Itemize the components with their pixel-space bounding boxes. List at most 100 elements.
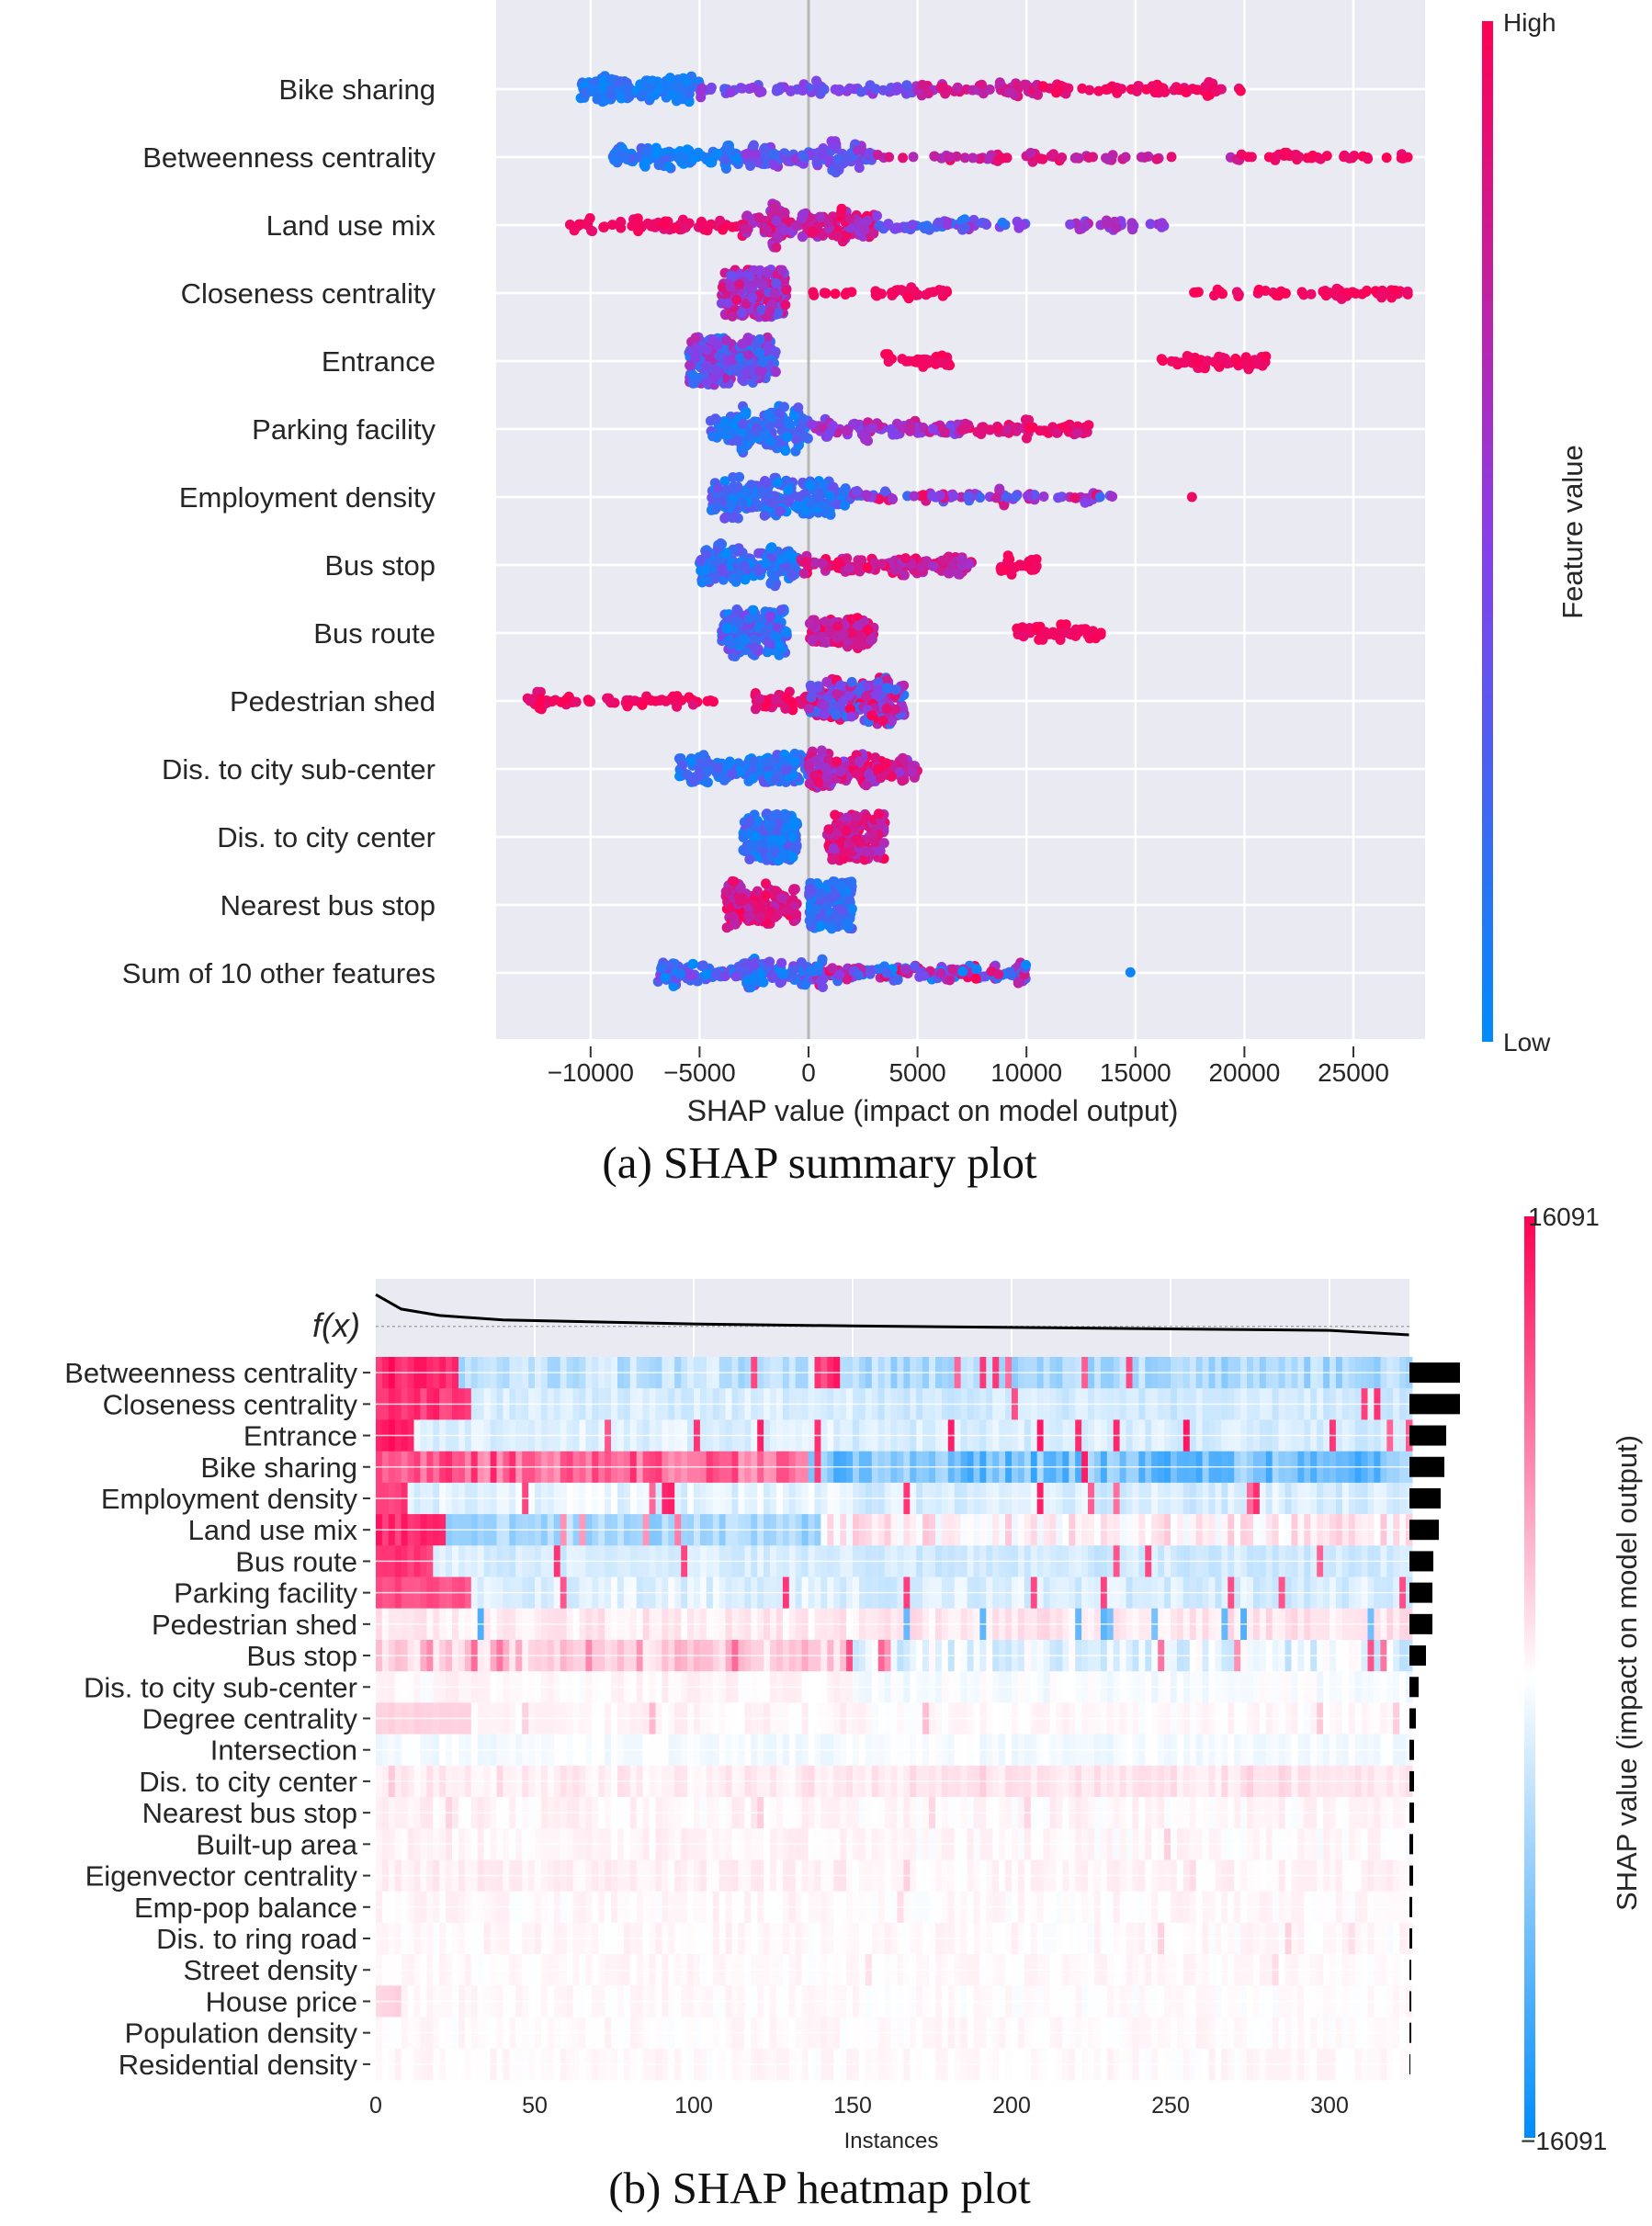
data-point xyxy=(736,308,747,319)
data-point xyxy=(861,780,872,791)
data-point xyxy=(816,631,827,642)
data-point xyxy=(660,972,671,983)
data-point xyxy=(900,356,911,367)
data-point xyxy=(780,446,791,457)
data-point xyxy=(786,831,798,842)
data-point xyxy=(1209,356,1220,367)
colorbar-label: Feature value xyxy=(1556,445,1589,619)
data-point xyxy=(736,495,747,506)
data-point xyxy=(952,82,963,93)
data-point xyxy=(720,548,731,559)
data-point xyxy=(753,212,764,223)
data-point xyxy=(740,560,751,571)
data-point xyxy=(696,83,707,94)
beeswarm-row xyxy=(684,332,1272,390)
data-point xyxy=(659,220,670,230)
data-point xyxy=(711,148,722,159)
data-point xyxy=(919,970,930,981)
data-point xyxy=(862,562,873,573)
data-point xyxy=(945,152,956,163)
data-point xyxy=(700,565,711,576)
data-point xyxy=(997,217,1008,228)
data-point xyxy=(752,886,763,897)
data-point xyxy=(872,210,882,221)
data-point xyxy=(927,424,938,435)
data-point xyxy=(763,409,774,420)
x-tick-label: 200 xyxy=(992,2093,1031,2119)
data-point xyxy=(877,85,888,96)
data-point xyxy=(883,219,894,230)
data-point xyxy=(824,491,835,502)
data-point xyxy=(1271,289,1282,300)
data-point xyxy=(665,960,676,971)
data-point xyxy=(766,497,777,508)
data-point xyxy=(1325,288,1336,299)
data-point xyxy=(762,224,773,235)
data-point xyxy=(700,377,711,388)
data-point xyxy=(1011,492,1021,503)
data-point xyxy=(779,401,789,412)
data-point xyxy=(690,353,701,364)
data-point xyxy=(923,88,934,99)
data-point xyxy=(770,346,781,357)
data-point xyxy=(915,562,926,573)
data-point xyxy=(1053,84,1064,95)
data-point xyxy=(606,73,617,85)
data-point xyxy=(1107,492,1118,502)
data-point xyxy=(745,283,756,293)
data-point xyxy=(976,429,987,439)
data-point xyxy=(854,756,866,767)
x-tick-label: 300 xyxy=(1310,2093,1349,2119)
data-point xyxy=(811,75,821,86)
data-point xyxy=(984,84,995,95)
data-point xyxy=(765,611,775,622)
data-point xyxy=(773,477,784,488)
data-point xyxy=(873,808,884,819)
data-point xyxy=(764,822,775,833)
data-point xyxy=(788,884,799,895)
data-point xyxy=(747,82,758,93)
data-point xyxy=(1336,294,1347,304)
data-point xyxy=(690,333,701,344)
data-point xyxy=(599,221,610,232)
data-point xyxy=(897,423,908,434)
data-point xyxy=(734,279,745,290)
x-tick-label: 50 xyxy=(522,2093,548,2119)
data-point xyxy=(870,84,881,95)
data-point xyxy=(842,425,853,436)
data-point xyxy=(598,74,609,85)
feature-label: Bike sharing xyxy=(278,73,436,106)
data-point xyxy=(737,338,748,349)
data-point xyxy=(815,491,826,502)
data-point xyxy=(804,618,815,629)
data-point xyxy=(756,304,767,315)
data-point xyxy=(1053,492,1064,503)
data-point xyxy=(736,444,747,455)
data-point xyxy=(710,413,721,424)
data-point xyxy=(732,605,743,616)
data-point xyxy=(981,220,992,230)
data-point xyxy=(812,965,823,976)
data-point xyxy=(1003,87,1014,97)
data-point xyxy=(874,493,885,504)
data-point xyxy=(881,758,892,769)
data-point xyxy=(645,92,656,103)
data-point xyxy=(1180,357,1191,368)
data-point xyxy=(754,694,765,705)
data-point xyxy=(779,225,790,236)
data-point xyxy=(768,148,779,159)
data-point xyxy=(706,219,717,230)
data-point xyxy=(746,480,757,491)
feature-label: Closeness centrality xyxy=(181,277,436,310)
data-point xyxy=(773,308,784,318)
data-point xyxy=(813,776,824,787)
data-point xyxy=(788,816,799,826)
data-point xyxy=(708,696,719,707)
data-point xyxy=(773,418,784,429)
data-point xyxy=(818,144,829,155)
data-point xyxy=(637,699,648,710)
data-point xyxy=(798,85,808,96)
x-tick-label: 250 xyxy=(1151,2093,1190,2119)
data-point xyxy=(967,153,979,164)
